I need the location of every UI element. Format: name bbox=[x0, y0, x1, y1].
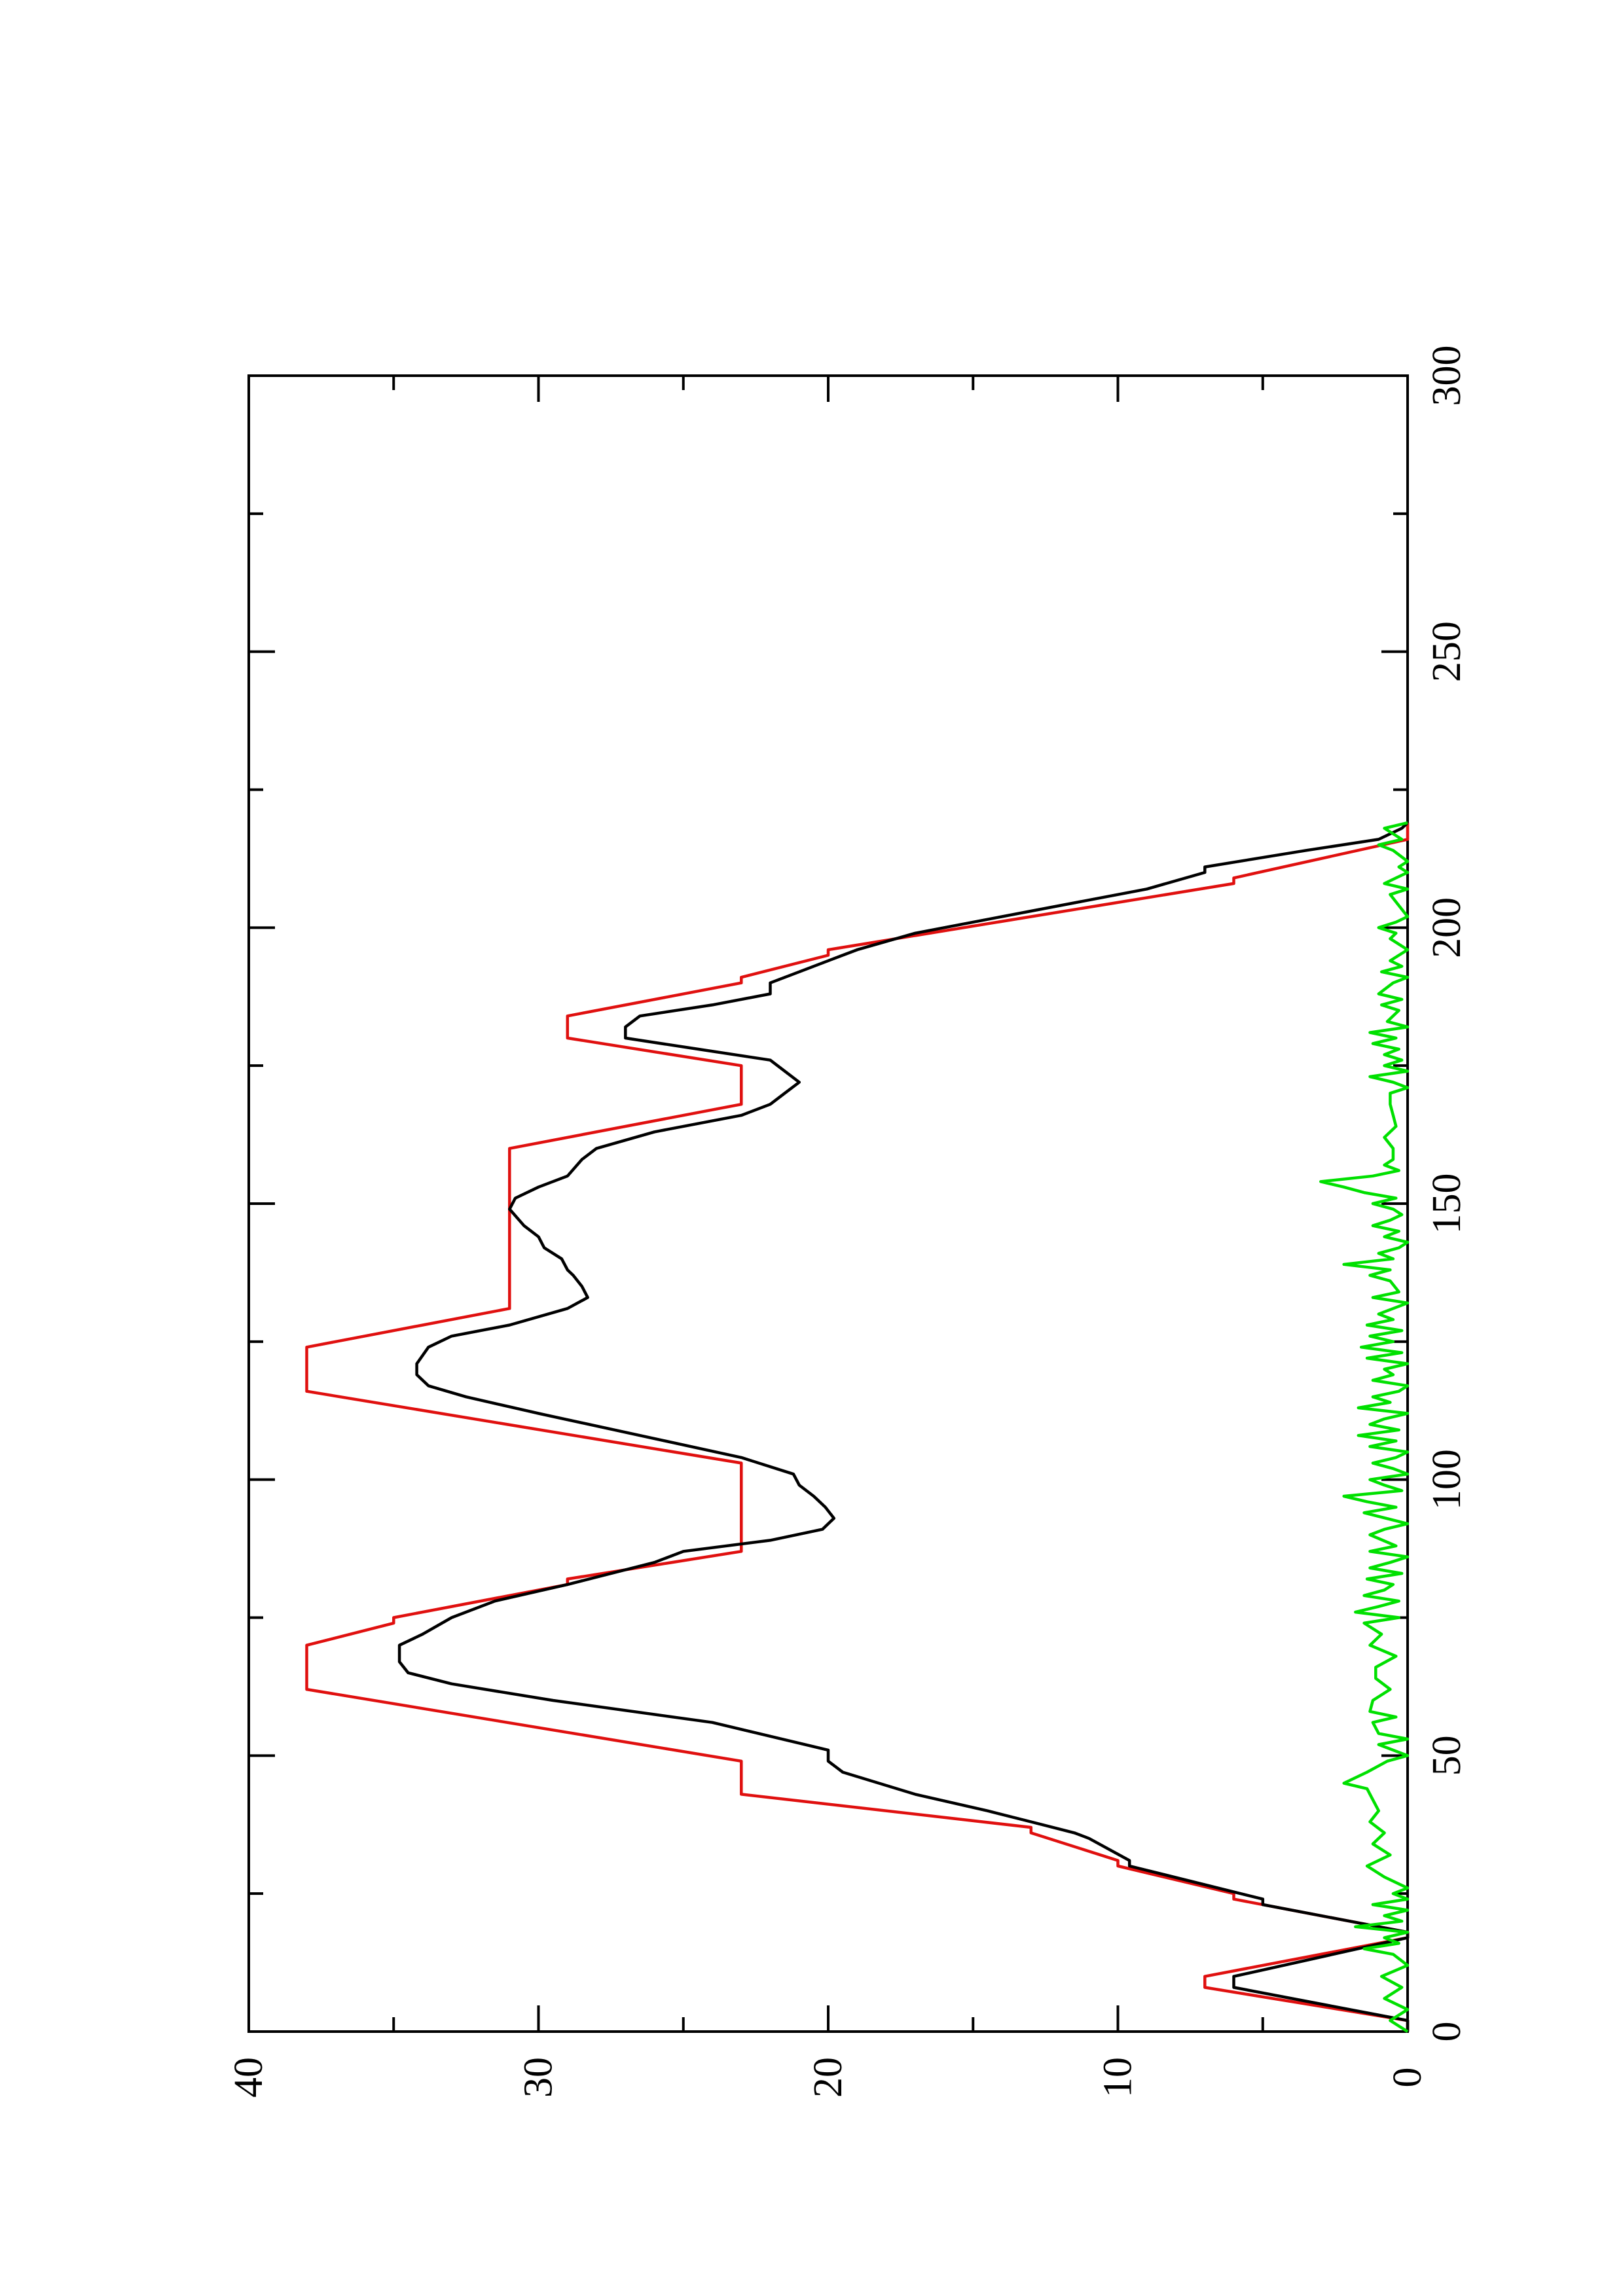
x-tick-label: 100 bbox=[1425, 1449, 1469, 1510]
y-tick-label: 20 bbox=[806, 2057, 850, 2098]
y-tick-label: 10 bbox=[1096, 2057, 1140, 2098]
y-tick-label: 0 bbox=[1385, 2068, 1430, 2088]
series-line-2 bbox=[397, 821, 1410, 2032]
x-tick-label: 0 bbox=[1425, 2022, 1469, 2042]
x-tick-label: 150 bbox=[1425, 1174, 1469, 1234]
y-tick-label: 40 bbox=[227, 2057, 271, 2098]
x-tick-label: 50 bbox=[1425, 1735, 1469, 1776]
series-line-1 bbox=[305, 823, 1410, 2032]
x-tick-label: 250 bbox=[1425, 621, 1469, 682]
axis-tick-labels: 0 50 100 150 200 250 300 0 10 20 30 40 bbox=[227, 346, 1469, 2098]
series-line-3 bbox=[1319, 821, 1410, 2033]
axis-ticks bbox=[247, 374, 1409, 2033]
x-tick-label: 200 bbox=[1425, 897, 1469, 958]
y-tick-label: 30 bbox=[517, 2057, 561, 2098]
series-group bbox=[305, 821, 1410, 2033]
plot-frame bbox=[247, 374, 1409, 2033]
x-tick-label: 300 bbox=[1425, 346, 1469, 406]
